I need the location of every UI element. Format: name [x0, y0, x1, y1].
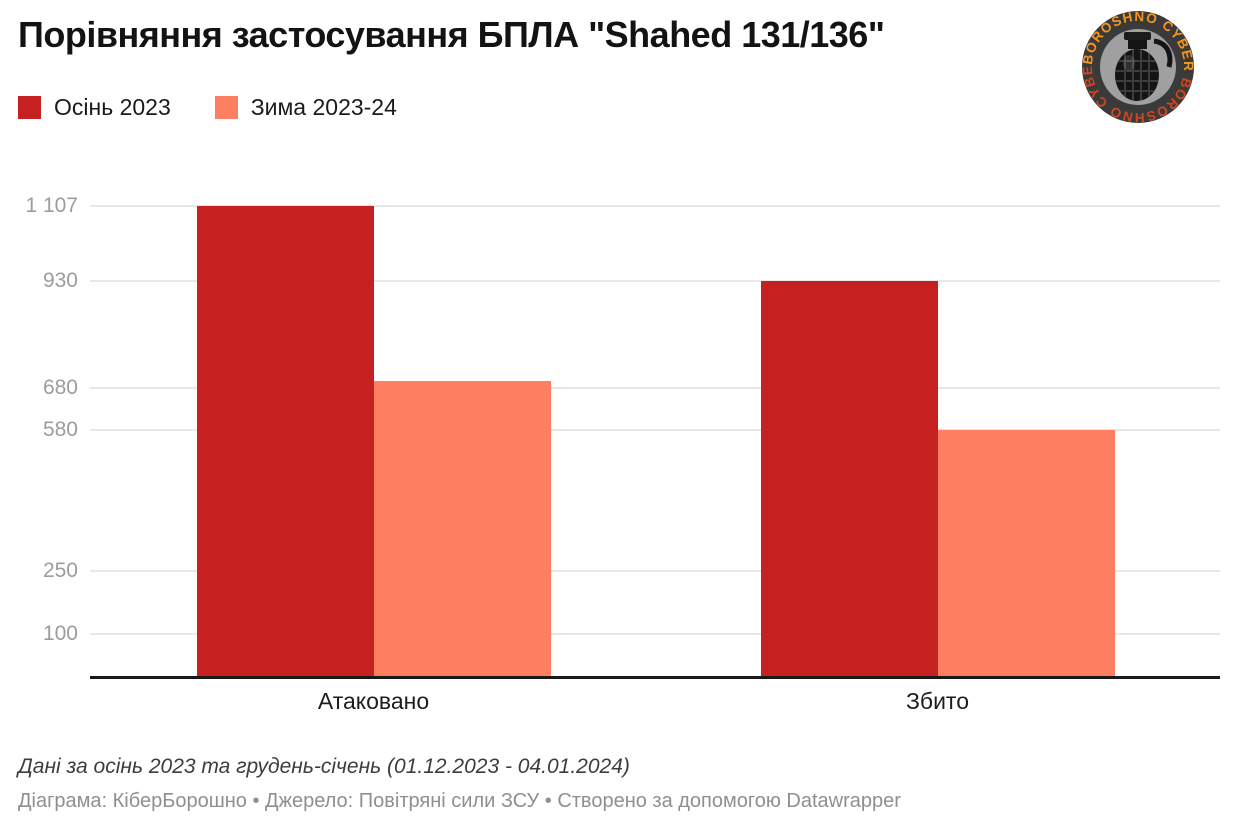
y-tick-250: 250: [42, 558, 78, 582]
gridline-680: [90, 386, 1220, 389]
chart-footnote: Дані за осінь 2023 та грудень-січень (01…: [18, 755, 630, 778]
chart-attribution: Діаграма: КіберБорошно • Джерело: Повітр…: [18, 790, 901, 812]
legend-swatch-winter-2023-24: [214, 96, 238, 119]
gridline-930: [90, 280, 1220, 283]
chart-title: Порівняння застосування БПЛА "Shahed 131…: [18, 14, 885, 55]
legend-swatch-autumn-2023: [18, 96, 41, 119]
legend-item-autumn-2023: Осінь 2023: [18, 94, 171, 121]
gridline-250: [90, 569, 1220, 572]
y-tick-680: 680: [42, 375, 78, 399]
legend-label-winter-2023-24: Зима 2023-24: [250, 94, 397, 120]
cyber-boroshno-logo: BOROSHNO CYBER BOROSHNO CYBER: [1058, 0, 1195, 125]
legend-label-autumn-2023: Осінь 2023: [54, 94, 171, 120]
legend: Осінь 2023 Зима 2023-24: [18, 94, 397, 121]
bar-downed-autumn-2023: [760, 281, 938, 677]
y-tick-1107: 1 107: [25, 194, 78, 218]
y-tick-100: 100: [42, 622, 78, 646]
gridline-1107: [90, 205, 1220, 208]
x-category-label-downed: Збито: [906, 688, 969, 714]
y-tick-580: 580: [42, 418, 78, 442]
bar-attacked-winter-2023-24: [373, 380, 551, 677]
legend-item-winter-2023-24: Зима 2023-24: [214, 94, 397, 121]
y-tick-930: 930: [42, 269, 78, 293]
grenade-icon: [1115, 32, 1173, 101]
gridline-100: [90, 633, 1220, 636]
gridline-580: [90, 429, 1220, 432]
x-axis-line: [90, 676, 1220, 679]
bar-attacked-autumn-2023: [196, 206, 374, 677]
x-category-label-attacked: Атаковано: [317, 688, 430, 714]
bar-downed-winter-2023-24: [937, 430, 1115, 677]
